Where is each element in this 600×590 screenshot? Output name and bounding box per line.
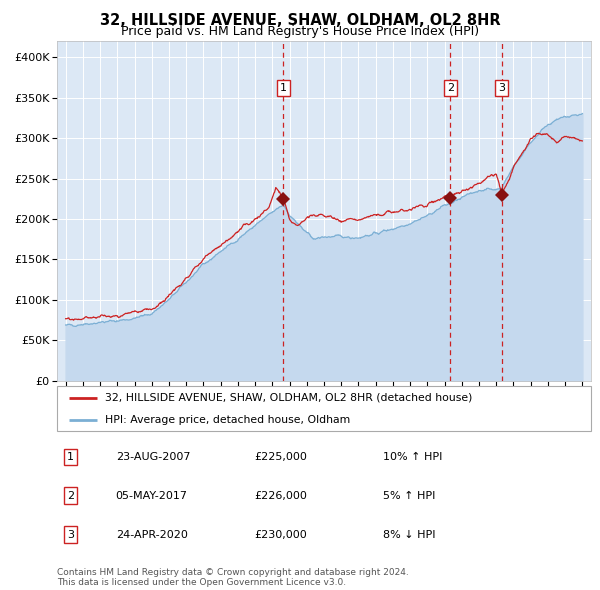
Text: £225,000: £225,000 <box>254 452 307 461</box>
Text: 24-APR-2020: 24-APR-2020 <box>116 530 188 539</box>
Text: 3: 3 <box>67 530 74 539</box>
Text: 32, HILLSIDE AVENUE, SHAW, OLDHAM, OL2 8HR (detached house): 32, HILLSIDE AVENUE, SHAW, OLDHAM, OL2 8… <box>105 392 472 402</box>
Text: 1: 1 <box>67 452 74 461</box>
Text: £230,000: £230,000 <box>254 530 307 539</box>
Text: 8% ↓ HPI: 8% ↓ HPI <box>383 530 435 539</box>
Text: 2: 2 <box>67 491 74 500</box>
Text: 05-MAY-2017: 05-MAY-2017 <box>116 491 188 500</box>
Text: Price paid vs. HM Land Registry's House Price Index (HPI): Price paid vs. HM Land Registry's House … <box>121 25 479 38</box>
Text: Contains HM Land Registry data © Crown copyright and database right 2024.: Contains HM Land Registry data © Crown c… <box>57 568 409 576</box>
Text: 2: 2 <box>447 83 454 93</box>
Text: This data is licensed under the Open Government Licence v3.0.: This data is licensed under the Open Gov… <box>57 578 346 587</box>
Text: 5% ↑ HPI: 5% ↑ HPI <box>383 491 435 500</box>
Text: £226,000: £226,000 <box>254 491 307 500</box>
Text: 32, HILLSIDE AVENUE, SHAW, OLDHAM, OL2 8HR: 32, HILLSIDE AVENUE, SHAW, OLDHAM, OL2 8… <box>100 13 500 28</box>
Text: 3: 3 <box>498 83 505 93</box>
FancyBboxPatch shape <box>57 386 591 431</box>
Text: 23-AUG-2007: 23-AUG-2007 <box>116 452 190 461</box>
Text: HPI: Average price, detached house, Oldham: HPI: Average price, detached house, Oldh… <box>105 415 350 425</box>
Text: 1: 1 <box>280 83 287 93</box>
Text: 10% ↑ HPI: 10% ↑ HPI <box>383 452 442 461</box>
